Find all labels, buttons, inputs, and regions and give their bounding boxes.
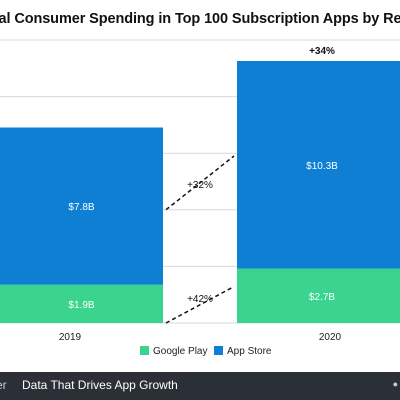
- chart-title-text: obal Consumer Spending in Top 100 Subscr…: [0, 11, 400, 27]
- bar-segment: [0, 284, 163, 323]
- x-tick-label: 2019: [59, 332, 82, 343]
- growth-label-google-play: +42%: [187, 294, 213, 305]
- x-tick-label: 2020: [319, 332, 342, 343]
- data-label: $2.7B: [309, 292, 335, 303]
- data-label: $1.9B: [68, 300, 94, 311]
- legend-swatch: [140, 346, 149, 355]
- bar-segment: [237, 268, 400, 323]
- bar-segment: [237, 61, 400, 269]
- growth-label-app-store: +32%: [187, 180, 213, 191]
- bar-segment: [0, 127, 163, 285]
- data-label: $10.3B: [306, 161, 338, 172]
- growth-label-total: +34%: [309, 46, 335, 57]
- legend-label: App Store: [227, 346, 272, 357]
- stacked-bar-chart: $1.9B $7.8B 2019 $2.7B $10.3B 2020 +32% +42% +34…: [0, 39, 400, 357]
- growth-connector: [165, 285, 235, 324]
- growth-connector: [165, 155, 235, 211]
- chart-title: obal Consumer Spending in Top 100 Subscr…: [0, 0, 400, 40]
- footer-brand: er: [0, 378, 7, 392]
- footer-tagline: Data That Drives App Growth: [22, 378, 178, 392]
- footer-bar: er Data That Drives App Growth ●: [0, 372, 400, 400]
- legend-swatch: [214, 346, 223, 355]
- legend-label: Google Play: [153, 346, 207, 357]
- data-label: $7.8B: [68, 202, 94, 213]
- corner-logo-icon: ●: [392, 379, 398, 389]
